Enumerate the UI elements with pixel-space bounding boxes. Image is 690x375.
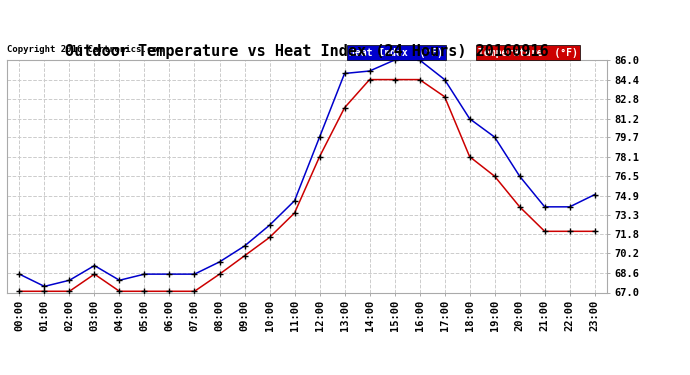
Title: Outdoor Temperature vs Heat Index (24 Hours) 20160916: Outdoor Temperature vs Heat Index (24 Ho… [66,44,549,59]
Text: Copyright 2016 Cartronics.com: Copyright 2016 Cartronics.com [7,45,163,54]
Text: Temperature  (°F): Temperature (°F) [478,48,578,58]
Text: Heat Index  (°F): Heat Index (°F) [349,48,443,58]
